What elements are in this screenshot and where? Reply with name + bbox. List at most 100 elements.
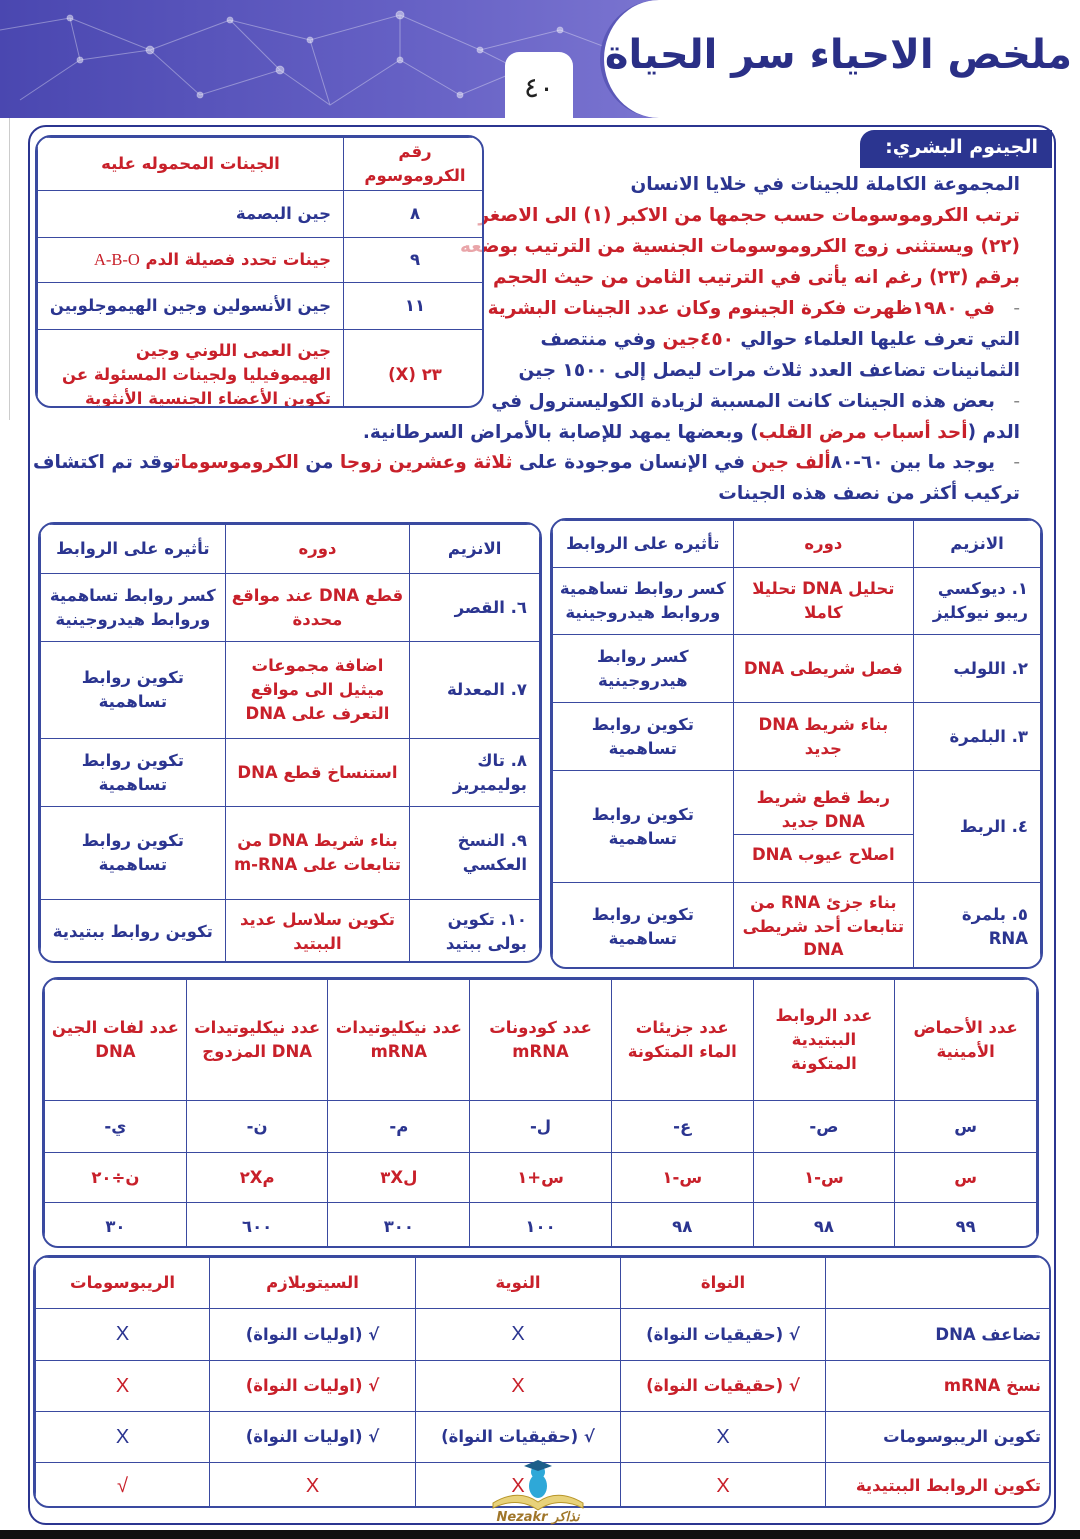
text-segment: ٤٥٠جين (662, 329, 734, 350)
column-header: دوره (732, 520, 915, 568)
enzyme-role: بناء شريط DNA من تتابعات على m-RNA (224, 806, 411, 900)
enzyme-role: ربط قطع شريط DNA جديد اصلاح عيوب DNA (732, 770, 915, 883)
role-text: ربط قطع شريط DNA جديد (756, 788, 891, 832)
bottom-bar (0, 1530, 1080, 1539)
presence-cell: √ (حقيقيات النواة) (620, 1360, 826, 1412)
text-line: الثمانينات تضاعف العدد ثلاث مرات ليصل إل… (519, 356, 1020, 386)
table-row: ٨. تاك بوليميريز استنساخ قطع DNA تكوين روا… (40, 738, 540, 807)
presence-cell: √ (حقيقيات النواة) (620, 1308, 826, 1361)
bond-effect: كسر روابط تساهمية وروابط هيدروجينية (552, 567, 734, 635)
chromosome-number: ٨ (343, 189, 482, 238)
text-segment: ) وبعضها يمهد للإصابة بالأمراض السرطانية… (362, 422, 759, 443)
table-row: ٤. الربط ربط قطع شريط DNA جديد اصلاح عيوب … (552, 770, 1041, 883)
count-cell: ٩٨ (752, 1202, 896, 1246)
enzyme-role: تكوين سلاسل عديد الببتيد (224, 899, 411, 961)
text-segment: يوجد ما بين ٦٠-٨٠ (830, 452, 995, 473)
count-cell: ٣٠ (44, 1202, 187, 1246)
text-segment: المجموعة الكاملة للجينات في خلايا الانسا… (630, 174, 1020, 195)
genes-text: جين الأنسولين وجين الهيموجلوبين (49, 295, 331, 315)
count-cell: س (894, 1152, 1037, 1203)
chromosome-number: ١١ (343, 281, 482, 330)
column-header: عدد نيكليوتيدات mRNA (327, 979, 471, 1101)
table-row: س ص- ع- ل- م- ن- ي- (44, 1100, 1037, 1153)
presence-cell: X (620, 1411, 826, 1463)
watermark-text: Nezakr نذاكر (496, 1510, 580, 1525)
text-segment: بعض هذه الجينات كانت المسببة لزيادة الكو… (491, 391, 995, 412)
text-segment: الكروموسومات (173, 452, 299, 473)
text-line: برقم (٢٣) رغم انه يأتى في الترتيب الثامن… (493, 263, 1020, 293)
role-text: اصلاح عيوب DNA (733, 833, 914, 867)
role-text: بناء شريط DNA جديد (758, 714, 889, 758)
column-header: النواة (620, 1257, 826, 1309)
role-text: تكوين سلاسل عديد الببتيد (240, 909, 395, 953)
role-text: تحليل DNA تحليلا كاملا (752, 579, 895, 622)
enzyme-name: ٦. القصر (409, 573, 540, 642)
page-number: ٤٠ (505, 52, 573, 118)
text-segment: في ١٩٨٠ظهرت فكرة الجينوم وكان عدد الجينا… (487, 298, 995, 319)
text-segment: ثلاثة وعشرين زوجا (339, 452, 513, 473)
table-row: نسخ mRNA √ (حقيقيات النواة) X √ (اوليات الن… (35, 1360, 1049, 1412)
table-row: س س-١ س-١ س+١ ل٣X م٢X ن÷٢٠ (44, 1152, 1037, 1203)
count-cell: م- (327, 1100, 471, 1153)
count-cell: ٩٩ (894, 1202, 1037, 1246)
page-edge (0, 0, 10, 420)
bond-effect: كسر روابط هيدروجينية (552, 634, 734, 703)
table-row: ١٠. تكوين بولى ببتيد تكوين سلاسل عديد الب… (40, 899, 540, 961)
text-segment: أحد أسباب مرض القلب (758, 422, 968, 443)
bond-effect: كسر روابط تساهمية وروابط هيدروجينية (40, 573, 226, 642)
genes-cell: جينات تحدد فصيلة الدم A-B-O (37, 236, 344, 283)
header-row: رقم الكروموسوم الجينات المحموله عليه (37, 137, 482, 191)
role-text: بناء شريط DNA من تتابعات على m-RNA (233, 831, 401, 874)
column-header: الانزيم (409, 524, 540, 574)
count-cell: س+١ (469, 1152, 612, 1203)
bullet-dash: - (1013, 452, 1020, 473)
blood-group-text: A-B-O (93, 249, 140, 269)
role-text: قطع DNA عند مواقع محددة (231, 585, 404, 629)
enzyme-role: بناء جزئ RNA من تتابعات أحد شريطى DNA (732, 882, 915, 967)
count-cell: ن÷٢٠ (44, 1152, 187, 1203)
enzyme-role: تحليل DNA تحليلا كاملا (732, 567, 915, 635)
text-segment: التي تعرف عليها العلماء حوالي (733, 329, 1020, 350)
presence-cell: √ (35, 1462, 210, 1506)
enzyme-table-left: الانزيم دوره تأثيره على الروابط ٦. القصر قطع… (38, 522, 542, 963)
watermark-logo: Nezakr نذاكر (488, 1458, 588, 1528)
enzyme-name: ٤. الربط (913, 770, 1041, 883)
table-row: ٨ جين البصمة (37, 189, 482, 238)
role-text: استنساخ قطع DNA (237, 762, 398, 782)
count-cell: س (894, 1100, 1037, 1153)
process-label: تكوين الروابط الببتيدية (825, 1462, 1049, 1506)
count-cell: م٢X (185, 1152, 329, 1203)
enzyme-role: بناء شريط DNA جديد (732, 702, 915, 771)
column-header: الانزيم (913, 520, 1041, 568)
presence-cell: X (209, 1462, 416, 1506)
enzyme-role: قطع DNA عند مواقع محددة (224, 573, 411, 642)
process-label: نسخ mRNA (825, 1360, 1049, 1412)
genes-text: جين العمى اللوني وجين الهيموفيليا ولجينا… (61, 340, 331, 408)
text-segment: في الإنسان موجودة على (512, 452, 752, 473)
text-segment: وقد تم اكتشاف (32, 452, 174, 473)
text-line: المجموعة الكاملة للجينات في خلايا الانسا… (630, 170, 1020, 200)
column-header: تأثيره على الروابط (552, 520, 734, 568)
enzyme-name: ١٠. تكوين بولى ببتيد (409, 899, 540, 961)
column-header: عدد الروابط الببتيدية المتكونة (752, 979, 896, 1101)
text-segment: ألف جين (751, 452, 831, 473)
chromosome-number: ٩ (343, 236, 482, 283)
text-segment: وفي منتصف (540, 329, 663, 350)
text-line: - يوجد ما بين ٦٠-٨٠ألف جين في الإنسان موج… (32, 448, 1020, 478)
bullet-dash: - (1013, 391, 1020, 412)
presence-cell: √ (اوليات النواة) (209, 1308, 416, 1361)
text-segment: الدم ( (967, 422, 1020, 443)
process-label: تضاعف DNA (825, 1308, 1049, 1361)
text-line: - في ١٩٨٠ظهرت فكرة الجينوم وكان عدد الجين… (487, 294, 1020, 324)
role-text: بناء جزئ RNA من تتابعات أحد شريطى DNA (742, 892, 905, 960)
column-header: النوية (415, 1257, 621, 1309)
enzyme-name: ١. ديوكسي ريبو نيوكليز (913, 567, 1041, 635)
header-row: عدد الأحماض الأمينية عدد الروابط الببتيدي… (44, 979, 1037, 1101)
text-segment: ترتب الكروموسومات حسب حجمها من الاكبر (١… (478, 205, 1020, 226)
bullet-dash: - (1013, 298, 1020, 319)
graduate-book-icon (492, 1460, 584, 1511)
chromosome-table: رقم الكروموسوم الجينات المحموله عليه ٨ جين … (35, 135, 484, 408)
presence-cell: X (35, 1308, 210, 1361)
genes-cell: جين البصمة (37, 189, 344, 238)
count-cell: ل- (469, 1100, 612, 1153)
